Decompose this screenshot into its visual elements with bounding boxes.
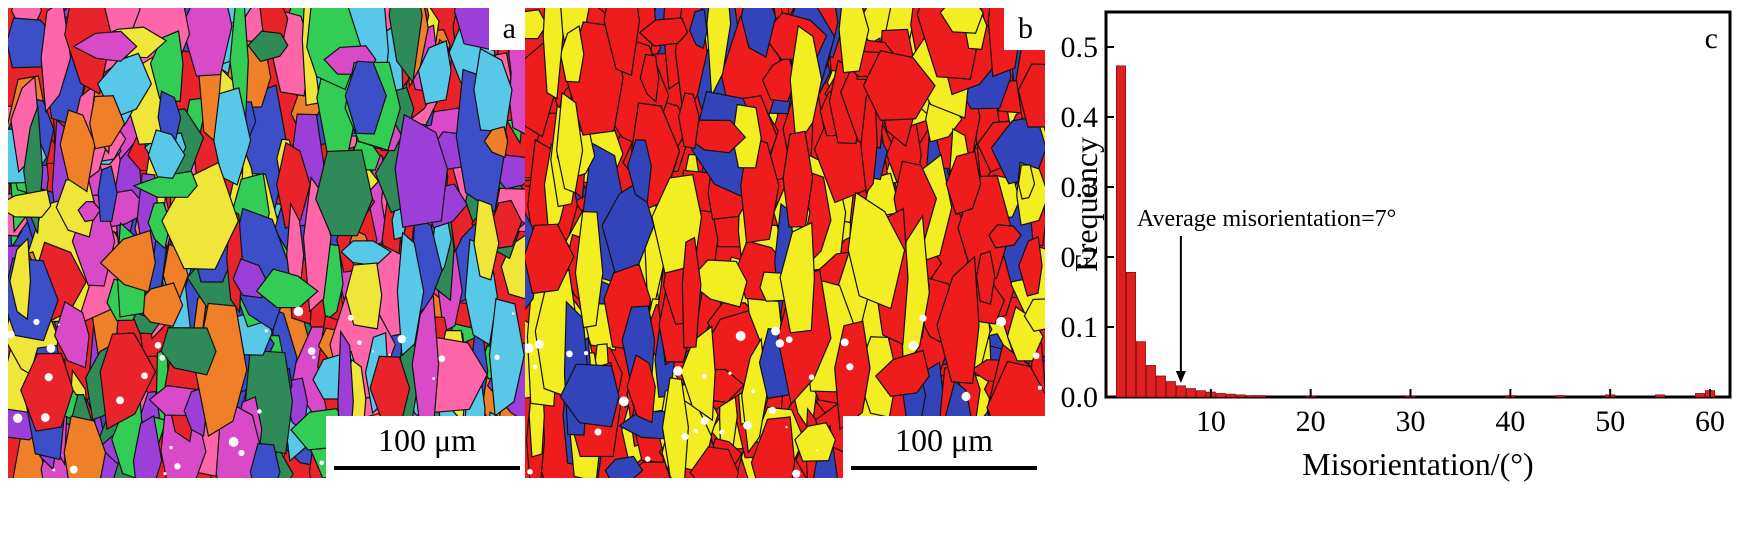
histogram-bar bbox=[1185, 388, 1196, 398]
misorientation-histogram: 0.0 0.1 0.2 0.3 0.4 0.5 10 20 30 40 50 60 c Averag… bbox=[1061, 10, 1732, 482]
scale-bar-line-a bbox=[334, 466, 520, 470]
scale-bar-a: 100 μm bbox=[326, 416, 528, 478]
x-axis-label: Misorientation/(°) bbox=[1302, 446, 1533, 482]
scale-bar-b: 100 μm bbox=[843, 416, 1045, 478]
histogram-bar bbox=[1255, 395, 1266, 398]
y-tick-label: 0.2 bbox=[1061, 241, 1099, 274]
histogram-bar bbox=[1195, 390, 1206, 398]
histogram-bar bbox=[1245, 395, 1256, 398]
y-tick-label: 0.1 bbox=[1061, 311, 1099, 344]
histogram-bar bbox=[1115, 65, 1126, 398]
ebsd-map-b: b 100 μm bbox=[525, 8, 1045, 478]
grain-map-a-image bbox=[8, 8, 528, 478]
histogram-bar bbox=[1175, 385, 1186, 398]
histogram-bar bbox=[1145, 365, 1156, 398]
x-tick-label: 10 bbox=[1196, 405, 1226, 438]
ebsd-map-a: a 100 μm bbox=[8, 8, 528, 478]
histogram-bar bbox=[1695, 393, 1706, 398]
scale-bar-label-a: 100 μm bbox=[377, 422, 477, 458]
grain-texture bbox=[525, 8, 1045, 478]
histogram-bar bbox=[1215, 393, 1226, 398]
grain-texture bbox=[8, 8, 528, 478]
grain-map-b-image bbox=[525, 8, 1045, 478]
annotation-arrowhead bbox=[1175, 371, 1186, 383]
y-axis-label: Frequency bbox=[1068, 137, 1104, 272]
histogram-bar bbox=[1155, 375, 1166, 398]
scale-bar-line-b bbox=[851, 466, 1037, 470]
x-tick-label: 20 bbox=[1296, 405, 1326, 438]
histogram-bar bbox=[1555, 395, 1566, 398]
x-tick-label: 40 bbox=[1495, 405, 1525, 438]
histogram-bar bbox=[1135, 341, 1146, 398]
plot-frame bbox=[1104, 10, 1732, 399]
scale-bar-label-b: 100 μm bbox=[894, 422, 994, 458]
histogram-bar bbox=[1235, 394, 1246, 398]
panel-letter-a: a bbox=[488, 8, 528, 50]
histogram-bar bbox=[1655, 394, 1666, 398]
annotation-text: Average misorientation=7° bbox=[1137, 206, 1396, 232]
x-tick-label: 30 bbox=[1396, 405, 1426, 438]
x-tick-label: 60 bbox=[1695, 405, 1725, 438]
x-tick-label: 50 bbox=[1595, 405, 1625, 438]
histogram-bar bbox=[1165, 381, 1176, 398]
y-tick-label: 0.3 bbox=[1061, 171, 1099, 204]
histogram-bar bbox=[1225, 393, 1236, 398]
panel-letter-c: c bbox=[1705, 22, 1718, 55]
histogram-bar bbox=[1125, 271, 1136, 398]
panel-letter-b: b bbox=[1004, 8, 1045, 50]
y-tick-label: 0.0 bbox=[1061, 381, 1099, 414]
y-tick-label: 0.4 bbox=[1061, 101, 1099, 134]
y-tick-label: 0.5 bbox=[1061, 31, 1099, 64]
